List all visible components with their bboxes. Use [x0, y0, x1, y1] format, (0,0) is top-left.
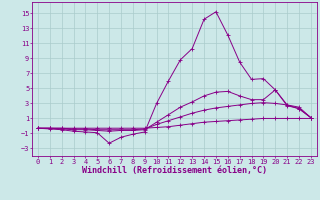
X-axis label: Windchill (Refroidissement éolien,°C): Windchill (Refroidissement éolien,°C) [82, 166, 267, 175]
